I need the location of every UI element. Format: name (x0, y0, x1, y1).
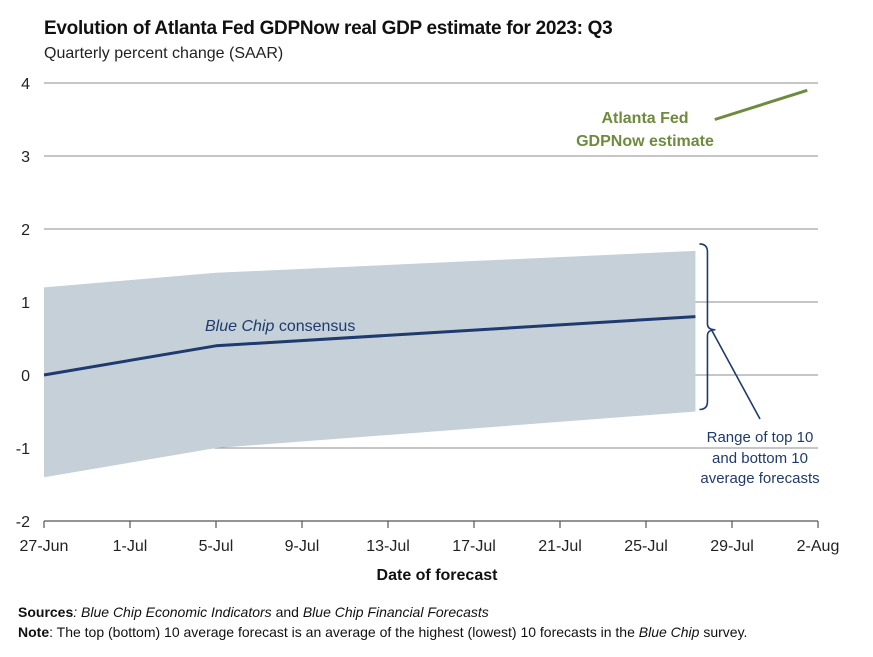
sources-text-1: : Blue Chip Economic Indicators (73, 604, 272, 620)
x-tick-label: 1-Jul (113, 538, 148, 555)
range-annotation-line3: average forecasts (700, 470, 819, 487)
sources-footnote: Sources: Blue Chip Economic Indicators a… (18, 604, 489, 620)
gdpnow-annotation-line2: GDPNow estimate (576, 133, 714, 150)
x-tick-label: 13-Jul (366, 538, 410, 555)
bluechip-consensus-annotation: Blue Chip consensus (205, 318, 355, 335)
y-tick-label: -2 (16, 514, 30, 531)
gdpnow-estimate-line (714, 88, 808, 121)
x-tick-label: 5-Jul (199, 538, 234, 555)
chart-title: Evolution of Atlanta Fed GDPNow real GDP… (44, 18, 613, 39)
x-tick-label: 2-Aug (797, 538, 840, 555)
bluechip-consensus-line (43, 315, 696, 377)
range-bracket (699, 243, 716, 411)
y-tick-label: 0 (21, 368, 30, 385)
x-tick-label: 27-Jun (20, 538, 69, 555)
y-tick-label: -1 (16, 441, 30, 458)
note-text-2: survey. (699, 624, 748, 640)
x-axis-ticks: 27-Jun 1-Jul 5-Jul 9-Jul 13-Jul 17-Jul 21-Jul 2… (20, 521, 840, 555)
gdpnow-annotation-line1: Atlanta Fed (601, 110, 688, 127)
x-tick-label: 21-Jul (538, 538, 582, 555)
note-footnote: Note: The top (bottom) 10 average foreca… (18, 624, 747, 640)
range-annotation-line1: Range of top 10 (707, 429, 814, 446)
sources-text-2: Blue Chip Financial Forecasts (302, 604, 489, 620)
y-axis-tick-labels: -2 -1 0 1 2 3 4 (16, 76, 30, 531)
note-italic: Blue Chip (638, 624, 700, 640)
y-tick-label: 2 (21, 222, 30, 239)
sources-and: and (271, 604, 303, 620)
x-tick-label: 17-Jul (452, 538, 496, 555)
bluechip-annotation-rest: consensus (274, 318, 355, 335)
note-text-1: : The top (bottom) 10 average forecast i… (49, 624, 639, 640)
y-tick-label: 3 (21, 149, 30, 166)
range-annotation-line2: and bottom 10 (712, 450, 808, 467)
x-tick-label: 9-Jul (285, 538, 320, 555)
x-tick-label: 25-Jul (624, 538, 668, 555)
y-tick-label: 4 (21, 76, 30, 93)
bluechip-annotation-italic: Blue Chip (205, 318, 274, 335)
x-tick-label: 29-Jul (710, 538, 754, 555)
x-axis-title: Date of forecast (377, 567, 499, 584)
y-tick-label: 1 (21, 295, 30, 312)
chart-area: -2 -1 0 1 2 3 4 27-Jun 1-Jul 5-Jul 9-Jul 13-Jul 17-… (16, 76, 840, 584)
series-lines (43, 88, 808, 377)
chart-subtitle: Quarterly percent change (SAAR) (44, 45, 284, 62)
note-label: Note (18, 624, 50, 640)
sources-label: Sources (18, 604, 74, 620)
forecast-range-band (44, 250, 696, 478)
range-leader-line (710, 329, 761, 420)
